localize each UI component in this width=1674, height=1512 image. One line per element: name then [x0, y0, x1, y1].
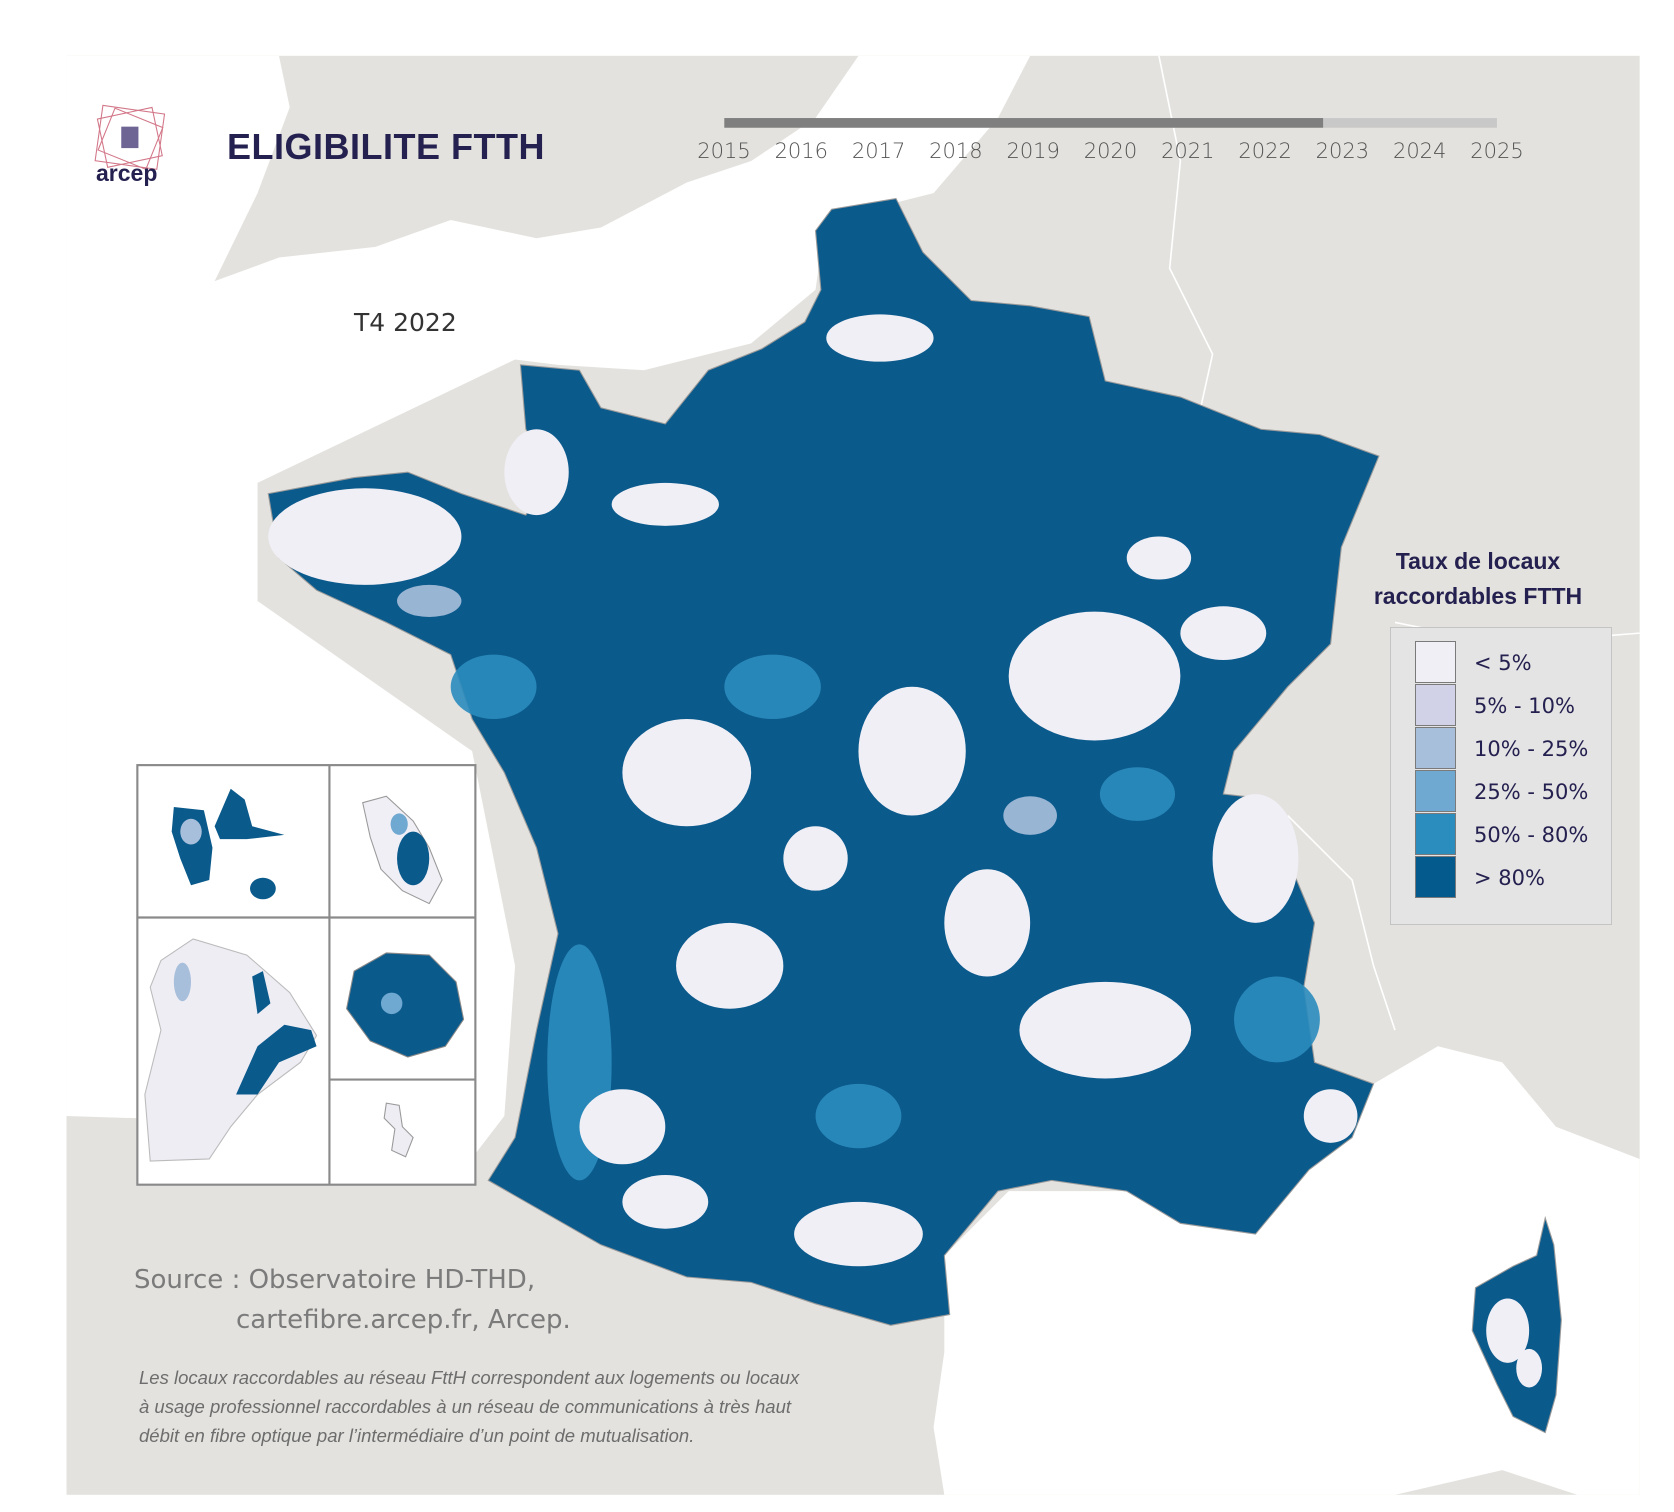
- legend: < 5% 5% - 10% 10% - 25% 25% - 50% 50% - 80% >…: [1390, 627, 1612, 925]
- legend-item: 25% - 50%: [1415, 770, 1605, 813]
- note-line1: Les locaux raccordables au réseau FttH c…: [139, 1367, 800, 1388]
- timeline-year[interactable]: 2019: [1006, 139, 1060, 163]
- legend-item: 50% - 80%: [1415, 813, 1605, 856]
- corsica: [1471, 1215, 1562, 1434]
- legend-label: 25% - 50%: [1474, 780, 1589, 804]
- overseas-insets: [136, 764, 477, 1186]
- legend-label: 10% - 25%: [1474, 737, 1589, 761]
- mayotte: [383, 1102, 414, 1158]
- legend-swatch: [1415, 856, 1456, 898]
- timeline-year[interactable]: 2025: [1470, 139, 1524, 163]
- legend-swatch: [1415, 641, 1456, 683]
- logo-mark: [94, 104, 166, 171]
- timeline-year[interactable]: 2022: [1238, 139, 1292, 163]
- timeline-year[interactable]: 2024: [1392, 139, 1447, 163]
- source-line2: cartefibre.arcep.fr, Arcep.: [236, 1305, 571, 1335]
- timeline-bar[interactable]: [724, 118, 1497, 128]
- legend-title: Taux de locaux raccordables FTTH: [1360, 544, 1596, 614]
- timeline-year[interactable]: 2020: [1083, 139, 1138, 163]
- legend-item: 5% - 10%: [1415, 684, 1605, 727]
- legend-item: 10% - 25%: [1415, 727, 1605, 770]
- logo-text: arcep: [96, 160, 158, 186]
- legend-title-line1: Taux de locaux: [1395, 548, 1561, 574]
- note-line2: à usage professionnel raccordables à un …: [139, 1396, 791, 1417]
- legend-swatch: [1415, 727, 1456, 769]
- timeline-year[interactable]: 2018: [929, 139, 983, 163]
- legend-label: < 5%: [1474, 651, 1532, 675]
- period-label: T4 2022: [354, 308, 457, 337]
- legend-label: 5% - 10%: [1474, 694, 1575, 718]
- page-title: ELIGIBILITE FTTH: [227, 126, 545, 167]
- legend-swatch: [1415, 770, 1456, 812]
- legend-item: > 80%: [1415, 856, 1605, 899]
- mediterranean-sea: [933, 1046, 1640, 1495]
- mainland-france: [267, 197, 1380, 1326]
- timeline-year[interactable]: 2017: [851, 139, 906, 163]
- la-reunion: [346, 952, 465, 1058]
- guyane: [144, 938, 318, 1162]
- guadeloupe: [171, 788, 285, 900]
- legend-label: > 80%: [1474, 866, 1545, 890]
- legend-item: < 5%: [1415, 641, 1605, 684]
- timeline-year[interactable]: 2015: [697, 139, 751, 163]
- legend-swatch: [1415, 813, 1456, 855]
- legend-swatch: [1415, 684, 1456, 726]
- timeline-year[interactable]: 2023: [1315, 139, 1370, 163]
- timeline-year[interactable]: 2021: [1161, 139, 1215, 163]
- note-line3: débit en fibre optique par l’intermédiai…: [139, 1425, 695, 1446]
- martinique: [362, 795, 443, 905]
- legend-title-line2: raccordables FTTH: [1373, 583, 1583, 609]
- source-line1: Source : Observatoire HD-THD,: [134, 1265, 536, 1295]
- legend-label: 50% - 80%: [1474, 823, 1589, 847]
- timeline-progress: [724, 118, 1324, 128]
- timeline-year[interactable]: 2016: [774, 139, 829, 163]
